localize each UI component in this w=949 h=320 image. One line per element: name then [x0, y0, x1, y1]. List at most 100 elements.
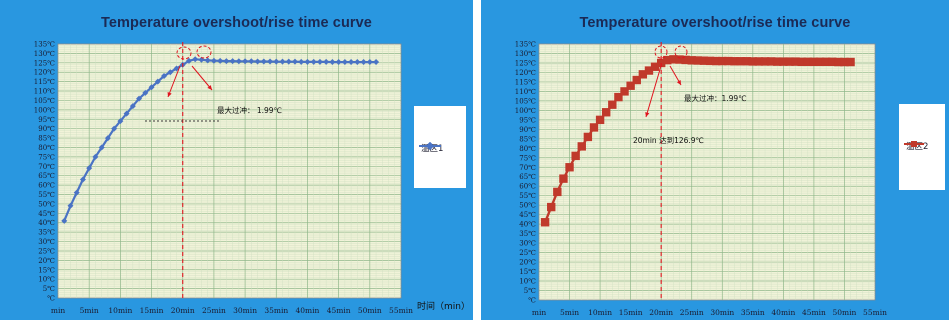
y-tick-label: 10℃	[519, 278, 536, 286]
x-tick-label: 30min	[233, 306, 257, 315]
y-tick-label: 110℃	[515, 88, 536, 96]
data-point	[828, 57, 837, 67]
x-tick-label: 5min	[80, 306, 99, 315]
legend-swatch-zone1	[419, 142, 441, 150]
data-point	[687, 56, 696, 65]
x-tick-label: 5min	[560, 308, 579, 317]
data-point	[638, 70, 648, 79]
x-tick-label: 55min	[863, 308, 887, 317]
y-tick-label: 75℃	[38, 153, 55, 161]
data-point	[602, 108, 611, 117]
y-tick-label: 100℃	[34, 106, 55, 114]
y-tick-label: 25℃	[519, 249, 536, 257]
data-point	[185, 57, 192, 64]
y-tick-label: 30℃	[519, 240, 536, 248]
data-point	[335, 59, 342, 66]
y-tick-label: 80℃	[519, 145, 536, 153]
y-tick-label: 95℃	[519, 116, 536, 124]
y-tick-label: 125℃	[34, 59, 55, 67]
x-tick-label: 55min	[389, 306, 413, 315]
y-tick-label: 50℃	[519, 202, 536, 210]
data-point	[779, 57, 788, 66]
y-tick-label: 55℃	[519, 192, 536, 200]
legend-item-zone2: 温区2	[904, 140, 928, 152]
y-tick-label: 90℃	[38, 125, 55, 133]
chart-panel-zone1: ℃ 5℃ 10℃ 15℃ 20℃ 25℃ 30℃ 35℃ 40℃ 45℃ 50℃ 55℃ 60℃ 65℃ 7…	[0, 0, 473, 320]
x-tick-label: min	[532, 308, 547, 317]
y-tick-label: 100℃	[515, 107, 536, 115]
data-point	[111, 125, 118, 132]
plot-area	[538, 43, 876, 301]
annotation-text: 最大过冲： 1.99℃	[217, 105, 282, 115]
y-tick-label: 20℃	[38, 257, 55, 265]
data-point	[341, 59, 348, 66]
y-tick-label: 70℃	[38, 163, 55, 171]
data-point	[681, 55, 690, 65]
data-point	[348, 59, 355, 66]
chart-svg-zone1: ℃5℃10℃15℃20℃25℃30℃35℃40℃45℃50℃55℃60℃65℃7…	[34, 41, 413, 316]
y-tick-label: 40℃	[38, 219, 55, 227]
y-tick-label: 120℃	[515, 69, 536, 77]
data-point	[366, 59, 373, 66]
y-tick-label: 65℃	[38, 172, 55, 180]
legend-label-zone1: 温区1	[421, 144, 444, 154]
x-tick-label: 50min	[833, 308, 857, 317]
y-tick-label: 95℃	[38, 116, 55, 124]
x-tick-label: 25min	[202, 306, 226, 315]
legend: 温区2	[899, 104, 945, 190]
chart-svg-zone2: ℃5℃10℃15℃20℃25℃30℃35℃40℃45℃50℃55℃60℃65℃7…	[515, 41, 887, 318]
y-tick-label: 40℃	[519, 221, 536, 229]
y-tick-label: 70℃	[519, 164, 536, 172]
annotation-text: 20min 达到126.9℃	[633, 135, 704, 145]
highlight-circle	[196, 45, 212, 59]
y-tick-label: 10℃	[38, 276, 55, 284]
data-point	[803, 57, 812, 67]
data-point	[279, 58, 286, 65]
y-tick-label: 50℃	[38, 200, 55, 208]
x-tick-label: 20min	[171, 306, 195, 315]
data-point	[736, 57, 745, 66]
y-tick-label: 5℃	[43, 285, 55, 293]
data-point	[161, 72, 168, 79]
y-tick-label: 55℃	[38, 191, 55, 199]
data-point	[650, 62, 660, 71]
data-point	[748, 57, 758, 66]
data-point	[285, 58, 292, 65]
data-point	[354, 59, 361, 66]
data-point	[254, 58, 261, 65]
data-point	[663, 55, 672, 65]
data-point	[656, 58, 666, 68]
data-point	[154, 78, 161, 85]
legend-item-zone1: 温区1	[419, 142, 443, 154]
data-point	[142, 89, 149, 96]
annotation-arrow	[167, 65, 181, 98]
y-tick-label: 65℃	[519, 173, 536, 181]
data-point	[123, 110, 130, 117]
data-point	[148, 84, 155, 91]
y-tick-label: 35℃	[38, 229, 55, 237]
x-axis-label: 时间（min）	[417, 302, 470, 312]
data-point	[571, 151, 580, 161]
data-point	[304, 58, 311, 65]
data-point	[754, 57, 764, 66]
y-tick-label: 120℃	[34, 69, 55, 77]
data-point	[565, 163, 574, 172]
chart-panel-zone2: ℃ 5℃ 10℃ 15℃ 20℃ 25℃ 30℃ 35℃ 40℃ 45℃ 50℃ 55℃ 60℃ 65℃ 7…	[481, 0, 949, 320]
data-point	[840, 57, 849, 67]
arrow-head	[167, 92, 172, 97]
data-point	[766, 57, 776, 66]
data-point	[540, 218, 550, 227]
data-point	[608, 100, 617, 109]
data-point	[373, 59, 380, 66]
y-tick-label: 85℃	[519, 135, 536, 143]
data-point	[86, 165, 93, 172]
y-tick-label: 125℃	[515, 59, 536, 67]
y-tick-label: 105℃	[515, 97, 536, 105]
data-point	[815, 57, 825, 67]
data-point	[223, 58, 230, 65]
data-point	[626, 81, 635, 90]
data-point	[632, 75, 641, 85]
arrow-head	[676, 80, 681, 85]
data-point	[547, 202, 556, 212]
data-point	[248, 58, 255, 65]
